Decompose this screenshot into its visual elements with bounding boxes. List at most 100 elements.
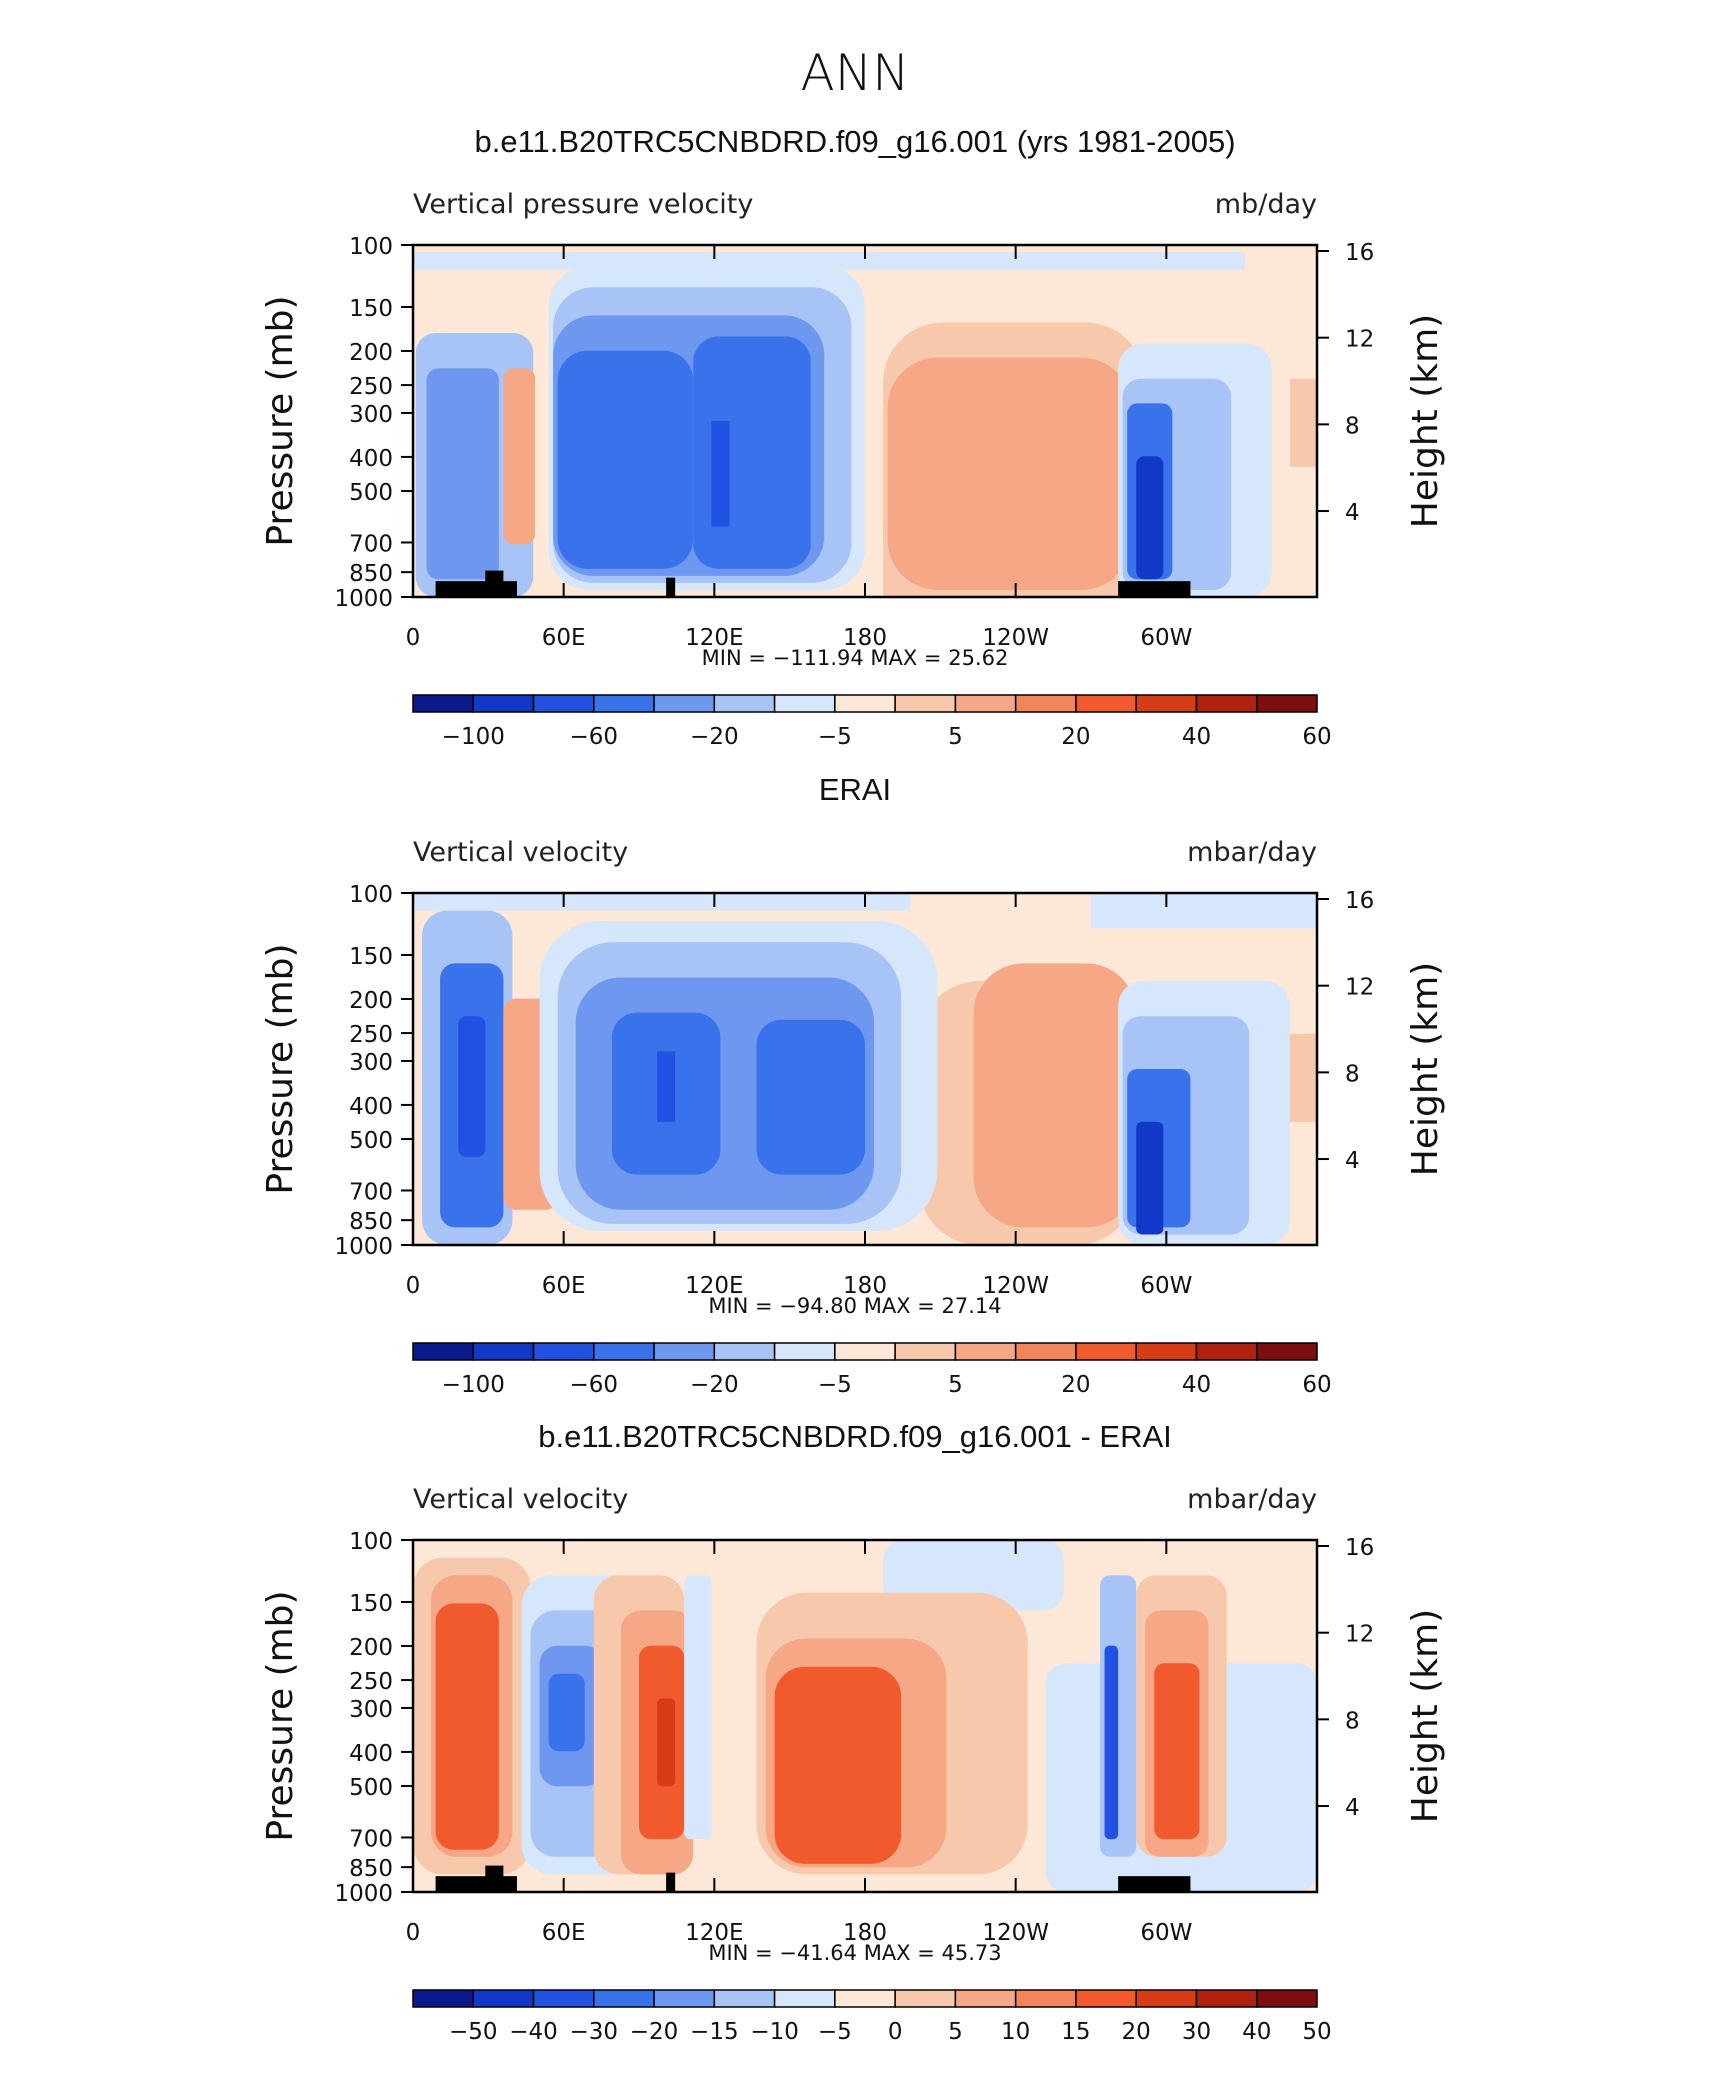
colorbar-swatch — [1075, 1342, 1137, 1361]
colorbar-swatch — [1075, 694, 1137, 713]
colorbar-swatch — [1255, 1989, 1318, 2008]
colorbar-swatch — [1255, 694, 1318, 713]
contour-region — [1136, 456, 1164, 580]
colorbar-swatch — [713, 694, 776, 713]
height-tick-label: 8 — [1345, 413, 1360, 439]
colorbar-swatch — [532, 1989, 595, 2008]
pressure-tick-label: 400 — [349, 1094, 393, 1120]
lon-tick-label: 0 — [406, 625, 421, 651]
colorbar-label: 10 — [1001, 2019, 1030, 2045]
colorbar-swatch — [472, 694, 535, 713]
colorbar-label: −100 — [442, 724, 505, 750]
pressure-tick-label: 400 — [349, 1741, 393, 1767]
contour-region — [1289, 1033, 1317, 1122]
colorbar-swatch — [412, 1989, 475, 2008]
pressure-tick-label: 250 — [349, 1022, 393, 1048]
colorbar-label: 50 — [1302, 2019, 1331, 2045]
contour-field — [413, 245, 1317, 597]
y-axis-title: Pressure (mb) — [260, 943, 301, 1194]
colorbar-label: −5 — [818, 2019, 852, 2045]
contour-region — [458, 1016, 486, 1157]
colorbar-swatch — [653, 1342, 716, 1361]
contour-region — [435, 1603, 499, 1850]
pressure-tick-label: 200 — [349, 340, 393, 366]
pressure-tick-label: 200 — [349, 988, 393, 1014]
colorbar-swatch — [773, 694, 836, 713]
colorbar-swatch — [1195, 1342, 1258, 1361]
colorbar-label: 20 — [1122, 2019, 1151, 2045]
contour-region — [1091, 893, 1317, 929]
colorbar-swatch — [1135, 1989, 1198, 2008]
lon-tick-label: 120E — [685, 1273, 743, 1299]
contour-region — [887, 357, 1132, 590]
colorbar-label: −5 — [818, 1372, 852, 1398]
panel-title: ERAI — [819, 772, 891, 807]
colorbar-swatch — [1135, 694, 1198, 713]
colorbar-label: −10 — [750, 2019, 799, 2045]
contour-region — [503, 368, 536, 545]
panel-3: b.e11.B20TRC5CNBDRD.f09_g16.001 - ERAI Ve… — [260, 1419, 1446, 2045]
lon-tick-label: 120W — [982, 1273, 1049, 1299]
colorbar-swatch — [834, 1342, 896, 1361]
colorbar-label: 60 — [1302, 724, 1331, 750]
lon-tick-label: 180 — [843, 1920, 887, 1946]
colorbar-swatch — [1014, 1989, 1077, 2008]
lon-tick-label: 120E — [685, 625, 743, 651]
pressure-tick-label: 700 — [349, 1826, 393, 1852]
variable-label: Vertical velocity — [413, 1484, 628, 1515]
colorbar: −50 −40 −30 −20 −15 −10 −5 0 5 10 15 20 30 40 50 — [412, 1989, 1332, 2045]
height-tick-label: 16 — [1345, 1535, 1374, 1561]
contour-region — [973, 963, 1137, 1228]
pressure-tick-label: 500 — [349, 1128, 393, 1154]
lon-tick-label: 60W — [1140, 625, 1192, 651]
colorbar-swatch — [834, 694, 896, 713]
colorbar-swatch — [593, 694, 655, 713]
y-axis-title: Pressure (mb) — [260, 1590, 301, 1841]
panel-1: b.e11.B20TRC5CNBDRD.f09_g16.001 (yrs 198… — [260, 124, 1446, 750]
colorbar-swatch — [1075, 1989, 1137, 2008]
topography-mask — [435, 581, 517, 597]
colorbar-swatch — [1014, 694, 1077, 713]
main-title: ANN — [800, 44, 909, 102]
colorbar-label: 5 — [948, 724, 963, 750]
colorbar-swatch — [1135, 1342, 1198, 1361]
variable-label: Vertical velocity — [413, 837, 628, 868]
contour-field — [413, 893, 1317, 1245]
pressure-tick-label: 850 — [349, 1856, 393, 1882]
contour-region — [1154, 1663, 1200, 1840]
pressure-tick-label: 150 — [349, 1591, 393, 1617]
min-max-stats: MIN = −94.80 MAX = 27.14 — [708, 1294, 1001, 1318]
pressure-tick-label: 1000 — [334, 586, 393, 612]
colorbar-label: 20 — [1061, 1372, 1090, 1398]
colorbar: −100 −60 −20 −5 5 20 40 60 — [412, 1342, 1332, 1398]
height-tick-label: 12 — [1345, 1622, 1374, 1648]
colorbar-swatch — [472, 1342, 535, 1361]
colorbar-swatch — [713, 1989, 776, 2008]
colorbar-label: 15 — [1061, 2019, 1090, 2045]
colorbar-label: 5 — [948, 2019, 963, 2045]
contour-region — [413, 893, 911, 911]
height-tick-label: 8 — [1345, 1061, 1360, 1087]
colorbar-label: −100 — [442, 1372, 505, 1398]
contour-region — [1136, 1121, 1164, 1235]
pressure-tick-label: 100 — [349, 1529, 393, 1555]
colorbar-label: −40 — [509, 2019, 558, 2045]
pressure-tick-label: 850 — [349, 1209, 393, 1235]
pressure-tick-label: 1000 — [334, 1881, 393, 1907]
contour-region — [684, 1575, 712, 1840]
topography-mask — [666, 1872, 676, 1892]
colorbar-label: 40 — [1242, 2019, 1271, 2045]
y-axis-title: Pressure (mb) — [260, 295, 301, 546]
colorbar-swatch — [894, 1342, 957, 1361]
lon-tick-label: 0 — [406, 1920, 421, 1946]
units-label: mbar/day — [1187, 837, 1317, 868]
pressure-tick-label: 300 — [349, 1697, 393, 1723]
colorbar-swatch — [472, 1989, 535, 2008]
lon-tick-label: 120E — [685, 1920, 743, 1946]
colorbar-label: −60 — [570, 1372, 619, 1398]
y2-axis-title: Height (km) — [1405, 962, 1446, 1176]
colorbar-swatch — [653, 694, 716, 713]
contour-region — [657, 1051, 676, 1122]
